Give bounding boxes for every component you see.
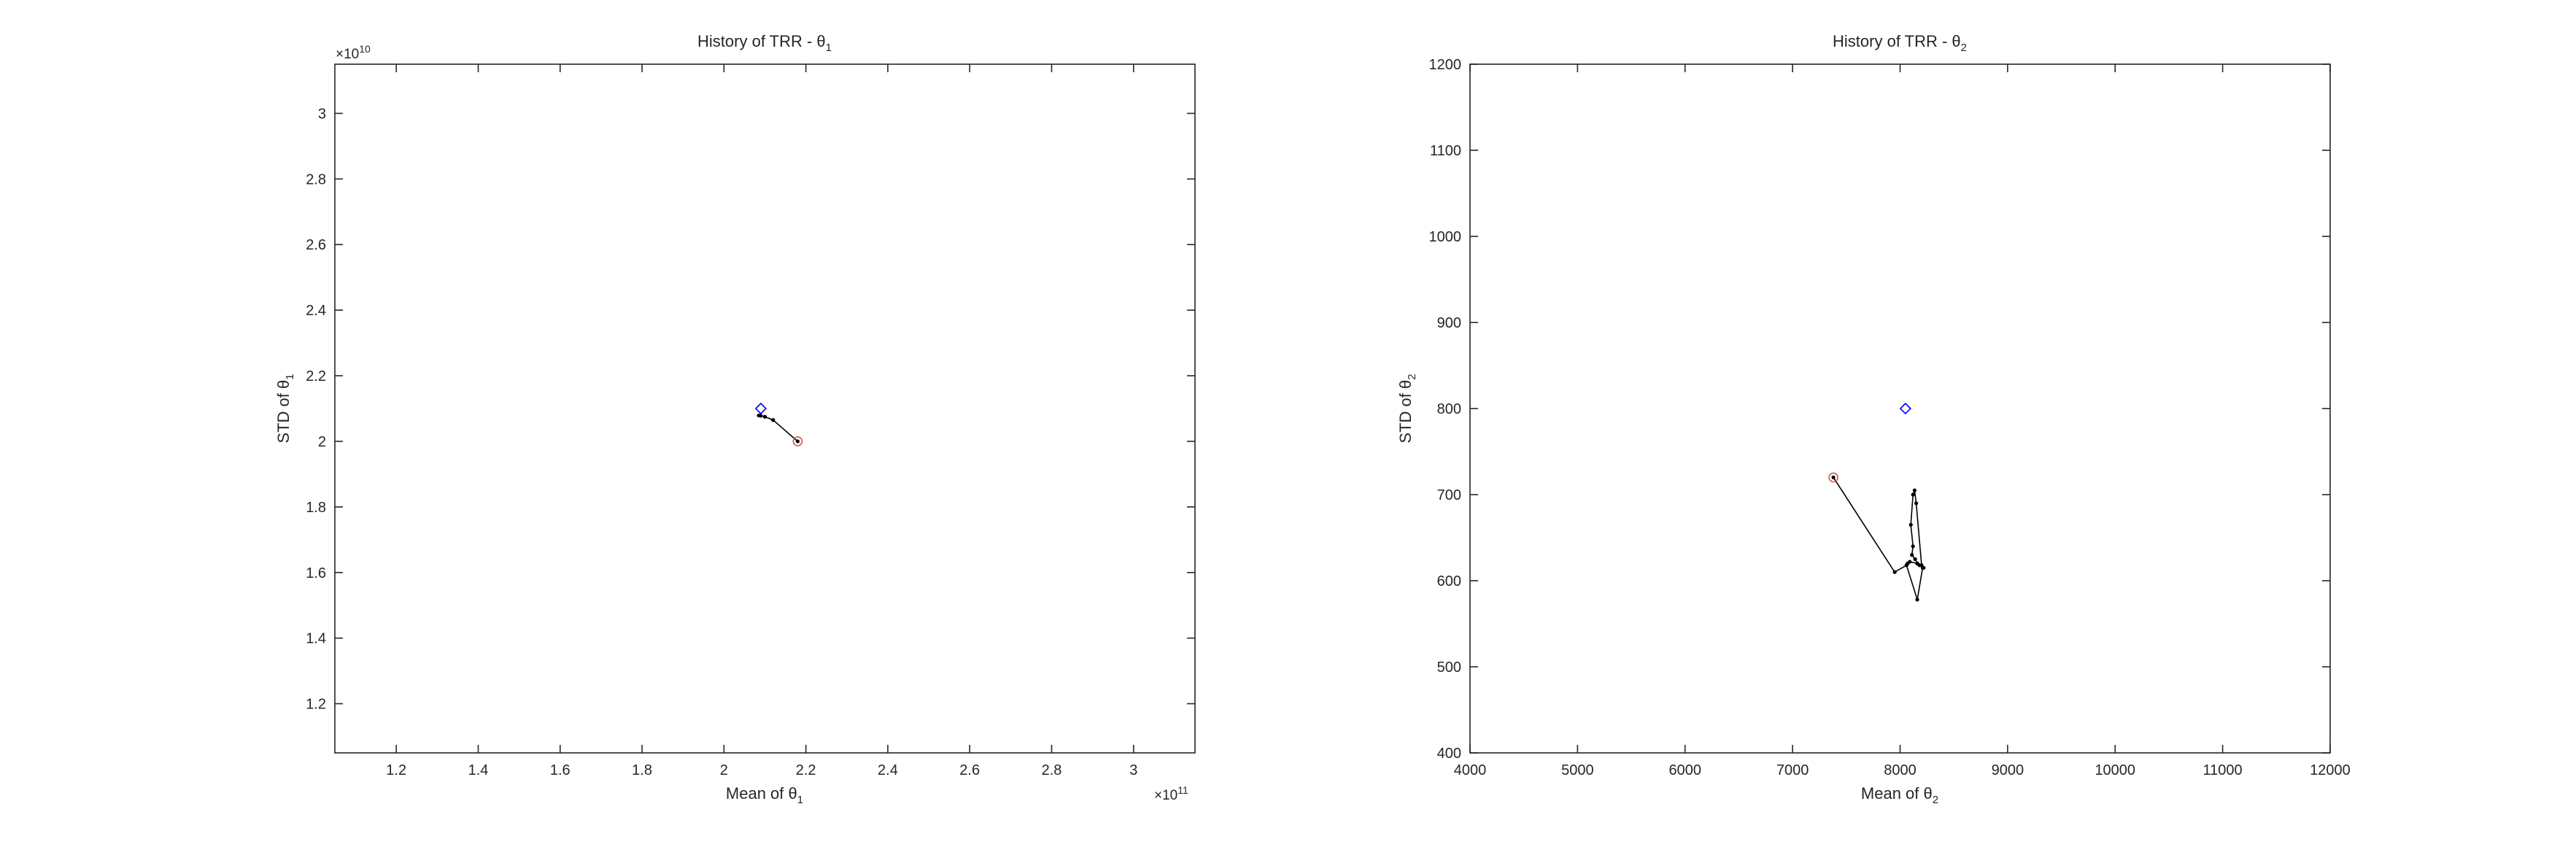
trajectory-point-theta2 [1911,544,1915,549]
y-tick-label-theta2: 400 [1437,746,1461,762]
y-tick-label-theta2: 1000 [1429,229,1462,245]
x-tick-label-theta2: 10000 [2095,762,2135,778]
trajectory-point-theta1 [771,418,775,422]
y-tick-label-theta2: 600 [1437,573,1461,589]
x-tick-label-theta2: 6000 [1669,762,1702,778]
y-tick-label-theta1: 2.8 [306,171,326,187]
y-axis-label-sub-theta1: 1 [284,374,296,379]
y-tick-label-theta1: 1.6 [306,565,326,581]
trajectory-point-theta2 [1906,561,1910,566]
x-tick-label-theta1: 2.4 [878,762,898,778]
chart-title-sub-theta2: 2 [1961,42,1967,54]
y-exponent-label-theta1: ×1010 [336,43,371,62]
trajectory-point-theta2 [1914,501,1919,506]
x-tick-label-theta2: 5000 [1561,762,1594,778]
y-exponent-power-theta1: 10 [359,43,371,55]
y-tick-label-theta1: 2.2 [306,368,326,384]
target-marker-theta1 [754,402,767,415]
y-tick-label-theta1: 2 [318,434,326,450]
y-tick-label-theta2: 1200 [1429,57,1462,73]
y-tick-group-theta1: 1.2 1.4 1.6 1.8 2 2.2 2.4 2.6 2.8 3 [306,106,1195,713]
x-exponent-power-theta1: 11 [1177,784,1188,796]
chart-theta1: History of TRR - θ1 1.2 1.4 1.6 1.8 2 2.2 2.4 2… [274,32,1196,806]
x-tick-label-theta2: 9000 [1992,762,2024,778]
target-marker-theta2 [1899,402,1912,415]
x-tick-label-theta1: 3 [1129,762,1137,778]
start-marker-dot-theta1 [796,439,800,444]
x-tick-group-theta1: 1.2 1.4 1.6 1.8 2 2.2 2.4 2.6 2.8 3 [386,64,1137,778]
trajectory-point-theta2 [1922,565,1926,570]
trajectory-point-theta2 [1912,488,1916,492]
start-marker-theta2 [1828,472,1838,483]
chart-title-theta1: History of TRR - θ1 [697,32,832,54]
plot-area-theta1 [334,63,1196,754]
trajectory-point-theta2 [1910,553,1914,557]
y-tick-label-theta2: 1100 [1430,143,1461,159]
y-tick-label-theta1: 2.4 [306,303,326,319]
y-tick-label-theta2: 500 [1437,660,1461,676]
x-exponent-label-theta1: ×1011 [1154,784,1188,803]
trajectory-point-theta1 [757,413,761,418]
trajectory-point-theta2 [1913,557,1917,562]
x-tick-label-theta1: 2.6 [959,762,980,778]
x-tick-label-theta2: 11000 [2203,762,2243,778]
x-axis-label-theta2: Mean of θ2 [1861,784,1938,806]
chart-title-sub-theta1: 1 [826,42,832,54]
x-tick-group-theta2: 4000 5000 6000 7000 8000 9000 10000 11000 12000 [1454,64,2351,778]
y-axis-label-theta2: STD of θ2 [1396,374,1418,443]
x-axis-label-sub-theta2: 2 [1933,794,1938,806]
y-axis-label-sub-theta2: 2 [1406,374,1418,379]
marks-theta2 [1828,402,1926,602]
y-axis-label-theta1: STD of θ1 [274,374,296,443]
chart-title-theta2: History of TRR - θ2 [1833,32,1967,54]
x-tick-label-theta1: 2 [720,762,728,778]
x-tick-label-theta1: 1.4 [468,762,489,778]
x-tick-label-theta2: 4000 [1454,762,1487,778]
chart-theta2: History of TRR - θ2 4000 5000 6000 7000 8000… [1396,32,2351,806]
x-tick-label-theta1: 1.2 [386,762,406,778]
x-tick-label-theta2: 12000 [2310,762,2351,778]
y-tick-label-theta2: 900 [1437,315,1461,331]
x-axis-label-theta1: Mean of θ1 [726,784,803,806]
y-tick-label-theta2: 800 [1437,401,1461,417]
trajectory-point-theta2 [1915,561,1919,566]
trajectory-point-theta1 [762,414,767,419]
x-tick-label-theta1: 1.8 [632,762,652,778]
y-tick-label-theta1: 1.4 [306,631,326,647]
x-tick-label-theta1: 2.8 [1042,762,1062,778]
y-tick-label-theta1: 3 [318,106,326,122]
y-tick-label-theta2: 700 [1437,487,1461,503]
trajectory-point-theta2 [1915,597,1919,602]
x-tick-label-theta1: 1.6 [550,762,570,778]
y-tick-label-theta1: 2.6 [306,237,326,253]
y-tick-group-theta2: 400 500 600 700 800 900 1000 1100 1200 [1429,57,2330,762]
marks-theta1 [754,402,803,446]
y-tick-label-theta1: 1.2 [306,697,326,713]
y-tick-label-theta1: 1.8 [306,500,326,516]
trajectory-point-theta2 [1908,522,1913,527]
x-tick-label-theta1: 2.2 [796,762,816,778]
trajectory-point-theta2 [1892,570,1897,574]
x-tick-label-theta2: 7000 [1776,762,1809,778]
trajectory-point-theta2 [1911,492,1915,497]
start-marker-theta1 [792,436,803,446]
x-axis-label-sub-theta1: 1 [797,794,803,806]
x-tick-label-theta2: 8000 [1884,762,1916,778]
start-marker-dot-theta2 [1831,476,1836,479]
